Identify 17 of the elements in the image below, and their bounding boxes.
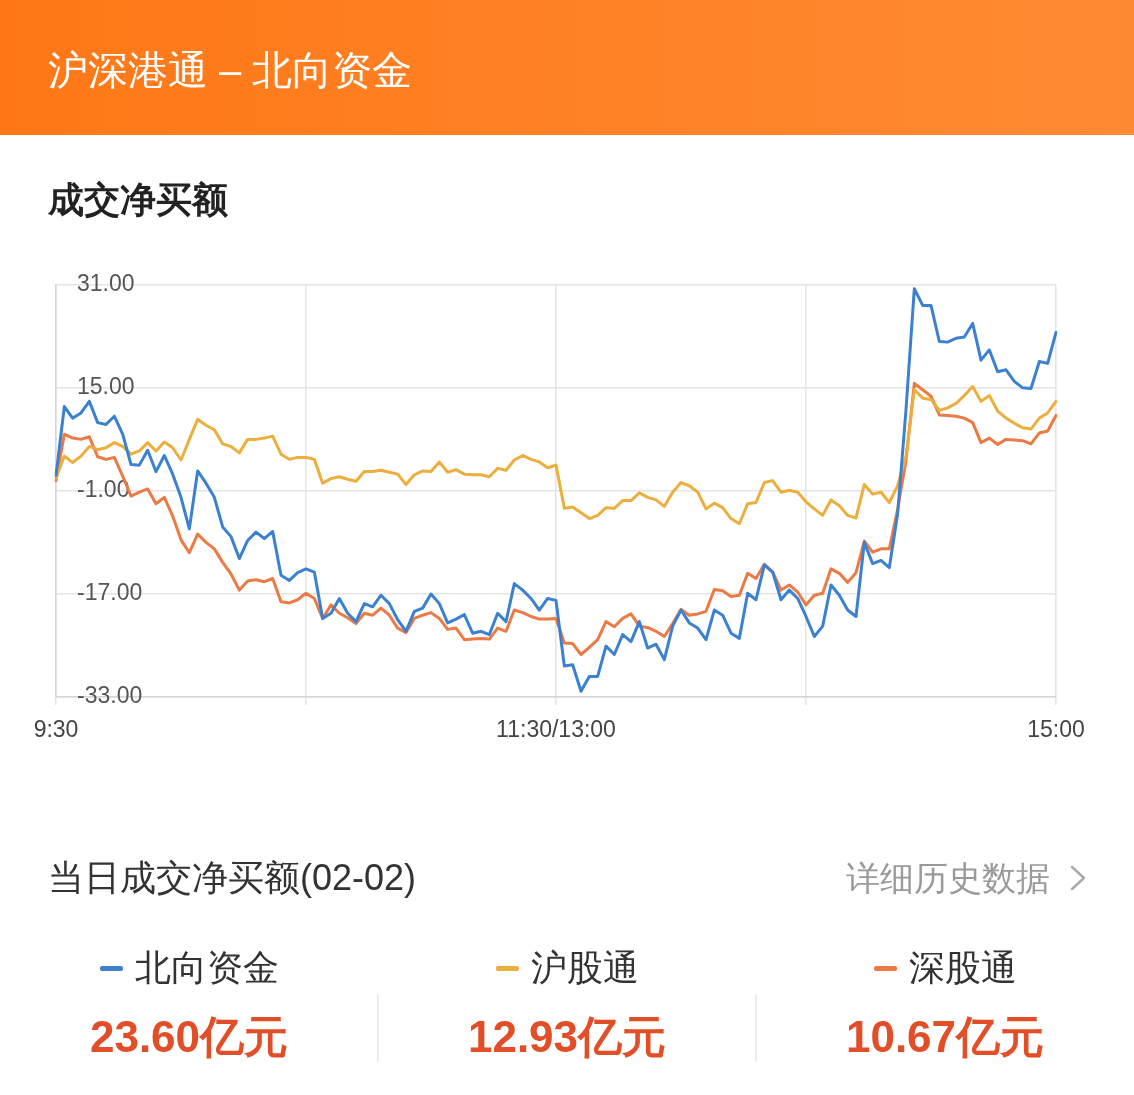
chart-title: 沪深港通 – 北向资金 [48, 48, 413, 92]
text: 23.60亿元 [89, 1011, 289, 1063]
legend-label: 沪股通 [530, 946, 639, 990]
x-tick-label: 15:00 [1027, 716, 1085, 743]
x-tick-label: 11:30/13:00 [496, 716, 616, 743]
y-tick-label: -33.00 [77, 682, 143, 709]
y-tick-label: 15.00 [77, 373, 135, 400]
text: 详细历史数据 [846, 858, 1050, 898]
y-tick-label: 31.00 [77, 270, 135, 297]
text: 12.93亿元 [467, 1011, 667, 1063]
y-tick-label: -17.00 [77, 579, 143, 606]
text: 10.67亿元 [845, 1011, 1045, 1063]
x-tick-label: 9:30 [33, 716, 79, 743]
legend-label: 北向资金 [134, 946, 279, 990]
legend-title: 当日成交净买额(02-02) [48, 856, 417, 900]
chart-subtitle: 成交净买额 [48, 178, 228, 222]
legend-label: 深股通 [908, 946, 1017, 990]
